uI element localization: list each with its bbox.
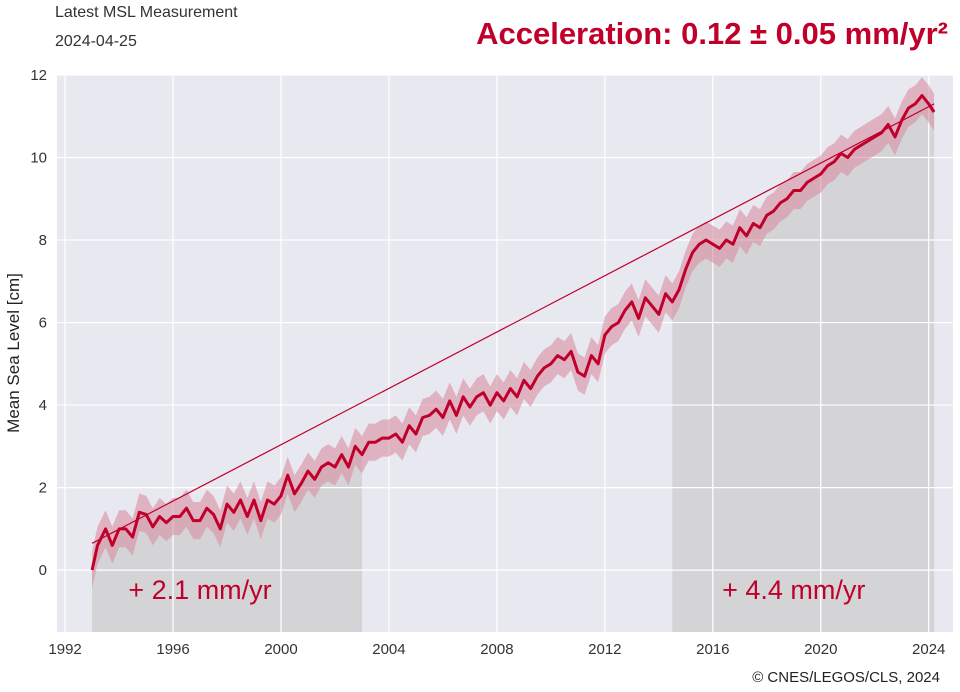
header-label: Latest MSL Measurement [55,4,238,21]
y-tick-label: 0 [39,562,47,579]
acceleration-title: Acceleration: 0.12 ± 0.05 mm/yr² [476,16,948,51]
y-tick-label: 4 [39,397,47,414]
x-tick-label: 2012 [588,641,621,658]
x-tick-label: 1996 [156,641,189,658]
msl-series-line [90,94,936,571]
trend-line [91,103,935,544]
x-tick-label: 1992 [48,641,81,658]
rate-annotation-1: + 2.1 mm/yr [128,575,271,605]
shaded-region-2 [672,95,935,632]
copyright-credit: © CNES/LEGOS/CLS, 2024 [752,669,940,686]
x-tick-label: 2020 [804,641,837,658]
x-tick-label: 2000 [264,641,297,658]
y-tick-label: 12 [30,67,47,84]
x-tick-label: 2004 [372,641,405,658]
y-tick-label: 8 [39,232,47,249]
rate-annotation-2: + 4.4 mm/yr [722,575,865,605]
shaded-region-1 [92,446,362,632]
x-tick-label: 2024 [912,641,945,658]
y-tick-label: 2 [39,480,47,497]
y-axis-label: Mean Sea Level [cm] [4,273,23,433]
header-date: 2024-04-25 [55,33,137,50]
x-tick-label: 2008 [480,641,513,658]
y-tick-label: 6 [39,315,47,332]
y-tick-label: 10 [30,150,47,167]
x-tick-label: 2016 [696,641,729,658]
